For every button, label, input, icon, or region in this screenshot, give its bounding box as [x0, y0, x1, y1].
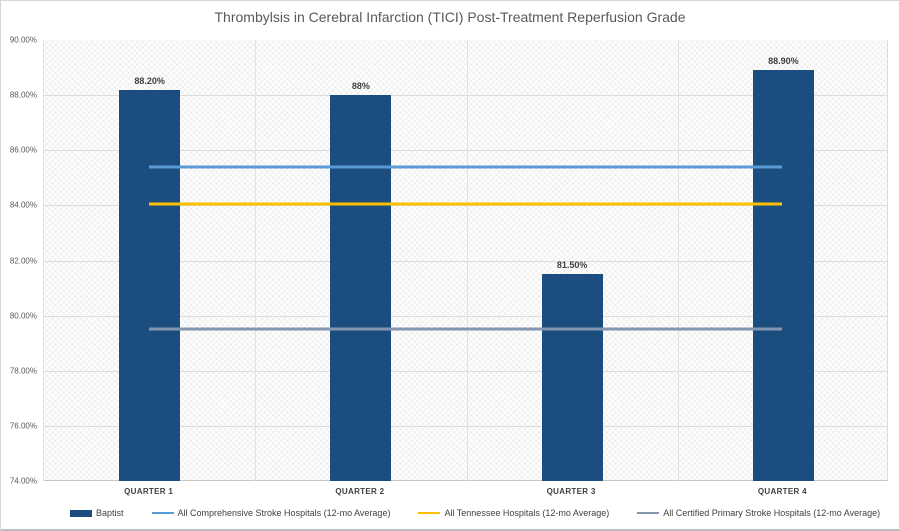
bar-value-label: 88% [351, 81, 370, 92]
y-axis-label: 78.00% [9, 366, 37, 376]
legend-label: All Tennessee Hospitals (12-mo Average) [444, 508, 610, 518]
bar-value-label: 81.50% [556, 260, 588, 271]
gridline-v [255, 40, 257, 481]
legend-item: All Comprehensive Stroke Hospitals (12-m… [151, 508, 391, 518]
y-axis-label: 80.00% [9, 311, 37, 321]
legend-swatch-line [637, 512, 660, 514]
y-axis-label: 86.00% [9, 145, 37, 155]
gridline-v [677, 40, 679, 481]
chart-title: Thrombylsis in Cerebral Infarction (TICI… [214, 9, 686, 25]
legend-swatch-line [418, 512, 441, 514]
plot-area: 88.20% 88% 81.50% 88.90% [43, 40, 888, 481]
gridline-h [44, 205, 887, 207]
gridline-h [44, 150, 887, 152]
y-axis-label: 82.00% [9, 256, 37, 265]
y-axis-label: 88.00% [9, 90, 37, 100]
y-axis-label: 84.00% [9, 200, 37, 210]
legend-swatch-line [151, 512, 174, 514]
gridline-h [44, 315, 887, 317]
bar-value-label: 88.20% [134, 75, 165, 86]
bar-4 [752, 70, 814, 481]
y-axis-label: 90.00% [9, 35, 37, 45]
x-axis-line [44, 480, 887, 481]
gridline-h [44, 425, 887, 427]
gridline-h [44, 370, 887, 372]
x-axis-label: QUARTER 2 [335, 487, 385, 496]
gridline-h [44, 95, 887, 97]
legend-item: All Certified Primary Stroke Hospitals (… [637, 508, 880, 518]
legend: Baptist All Comprehensive Stroke Hospital… [70, 505, 880, 521]
x-axis-label: QUARTER 4 [757, 487, 807, 496]
bar-value-label: 88.90% [768, 56, 799, 67]
y-axis-label: 74.00% [9, 476, 37, 486]
legend-label: All Certified Primary Stroke Hospitals (… [663, 508, 881, 518]
legend-item: Baptist [70, 508, 124, 518]
y-axis: 90.00% 88.00% 86.00% 84.00% 82.00% 80.00% 78.0… [0, 36, 37, 486]
gridline-h [44, 260, 887, 262]
gridline-v [466, 40, 468, 481]
legend-item: All Tennessee Hospitals (12-mo Average) [418, 508, 609, 518]
avg-line [149, 202, 782, 206]
bar-3 [541, 274, 603, 481]
bar-2 [330, 95, 392, 481]
y-axis-label: 76.00% [9, 421, 37, 431]
avg-line [149, 165, 782, 169]
x-axis-label: QUARTER 3 [546, 487, 596, 496]
legend-label: Baptist [96, 508, 124, 518]
legend-label: All Comprehensive Stroke Hospitals (12-m… [177, 508, 391, 518]
x-axis: QUARTER 1 QUARTER 2 QUARTER 3 QUARTER 4 [43, 487, 888, 500]
avg-line [149, 327, 782, 331]
legend-swatch-bar [70, 509, 92, 517]
bar-1 [119, 89, 181, 481]
x-axis-label: QUARTER 1 [124, 487, 174, 496]
